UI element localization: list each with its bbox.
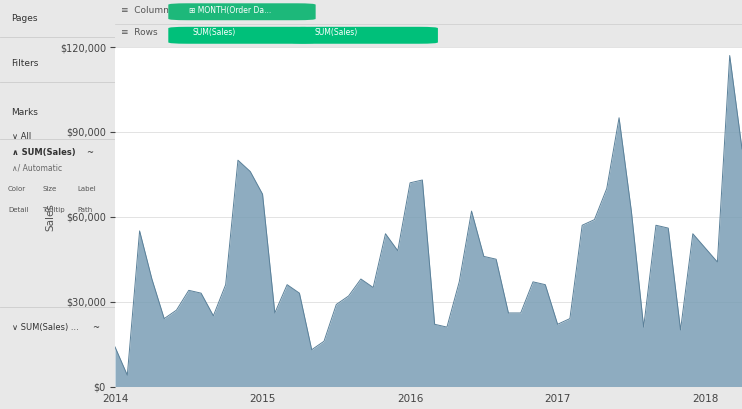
Text: Detail: Detail xyxy=(8,207,28,213)
Text: Marks: Marks xyxy=(12,108,39,117)
Text: Tooltip: Tooltip xyxy=(42,207,65,213)
Y-axis label: Sales: Sales xyxy=(46,203,56,231)
Text: Path: Path xyxy=(77,207,92,213)
Text: ∨ All: ∨ All xyxy=(12,132,30,141)
Text: ∧/ Automatic: ∧/ Automatic xyxy=(12,164,62,173)
FancyBboxPatch shape xyxy=(168,27,315,44)
Text: Label: Label xyxy=(77,186,96,192)
Text: ~: ~ xyxy=(86,148,93,157)
Text: ∨ SUM(Sales) ...: ∨ SUM(Sales) ... xyxy=(12,323,78,332)
Text: ∧ SUM(Sales): ∧ SUM(Sales) xyxy=(12,148,75,157)
Text: ≡  Rows: ≡ Rows xyxy=(121,28,158,37)
Text: Filters: Filters xyxy=(12,59,39,68)
Text: SUM(Sales): SUM(Sales) xyxy=(192,28,235,37)
Text: Pages: Pages xyxy=(12,14,38,23)
FancyBboxPatch shape xyxy=(291,27,438,44)
Text: Size: Size xyxy=(42,186,57,192)
Text: SUM(Sales): SUM(Sales) xyxy=(315,28,358,37)
Text: ⊞ MONTH(Order Da...: ⊞ MONTH(Order Da... xyxy=(189,6,272,15)
Text: ≡  Columns: ≡ Columns xyxy=(121,6,174,15)
FancyBboxPatch shape xyxy=(168,3,315,20)
Text: Color: Color xyxy=(8,186,26,192)
Text: ~: ~ xyxy=(92,323,99,332)
